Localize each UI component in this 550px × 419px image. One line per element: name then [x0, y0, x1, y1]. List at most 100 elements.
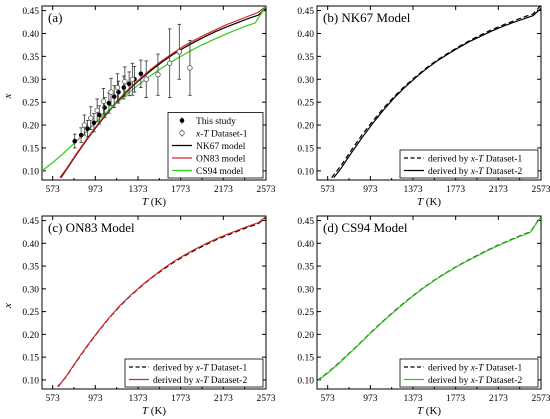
data-point-open [155, 71, 161, 78]
y-tick-label: 0.25 [22, 99, 39, 109]
data-point-open [143, 76, 149, 82]
y-tick-label: 0.25 [297, 308, 314, 318]
legend-label: derived by x-T Dataset-1 [153, 363, 247, 373]
y-tick-label: 0.20 [297, 122, 314, 132]
x-tick-label: 1773 [446, 394, 465, 404]
data-point-open [129, 76, 136, 82]
data-point-filled [111, 94, 117, 99]
data-point-open [81, 122, 88, 128]
y-tick-label: 0.35 [22, 263, 39, 273]
x-tick-label: 1373 [404, 185, 423, 195]
x-tick-label: 1373 [404, 394, 423, 404]
data-point-open [176, 49, 182, 55]
data-point-filled [85, 126, 90, 132]
x-tick-label: 973 [363, 185, 378, 195]
x-tick-label: 573 [321, 394, 336, 404]
y-tick-label: 0.20 [22, 122, 39, 132]
data-point-filled [121, 85, 127, 90]
y-tick-label: 0.40 [22, 240, 39, 250]
plot-frame [316, 5, 542, 181]
x-tick-label: 1373 [129, 394, 148, 404]
plot-area [57, 216, 266, 388]
legend-label: This study [196, 117, 236, 127]
legend-label: ON83 model [196, 154, 246, 164]
legend-label: derived by x-T Dataset-1 [428, 154, 522, 164]
y-tick-label: 0.40 [297, 240, 314, 250]
panel-title: (c) ON83 Model [48, 220, 135, 235]
data-point-open [187, 65, 193, 71]
x-tick-label: 2573 [257, 394, 276, 404]
y-tick-label: 0.15 [22, 354, 39, 364]
y-tick-label: 0.10 [22, 167, 39, 177]
plot-frame [41, 5, 267, 181]
legend-label: CS94 model [196, 167, 244, 177]
y-tick-label: 0.25 [22, 308, 39, 318]
series-line-0 [331, 6, 541, 179]
data-point-filled [116, 89, 121, 95]
x-tick-label: 973 [88, 185, 103, 195]
x-tick-label: 1373 [129, 185, 148, 195]
y-tick-label: 0.30 [297, 76, 314, 86]
data-point-filled [78, 132, 84, 138]
x-tick-label: 1773 [446, 185, 465, 195]
data-point-open [122, 78, 128, 85]
x-tick-label: 573 [46, 185, 61, 195]
legend-label: x-T Dataset-1 [195, 129, 248, 139]
data-point-filled [102, 105, 107, 110]
legend-label: derived by x-T Dataset-2 [153, 376, 247, 386]
y-axis-label: x [2, 303, 14, 309]
legend-box [399, 358, 539, 388]
panel-title: (b) NK67 Model [323, 10, 411, 25]
data-point-open [108, 89, 114, 95]
series-line-2 [42, 6, 266, 172]
x-axis-label: T (K) [142, 405, 166, 417]
plot-area [317, 216, 541, 382]
x-tick-label: 1773 [171, 185, 190, 195]
series-line-1 [57, 216, 266, 388]
legend-label: NK67 model [196, 142, 246, 152]
data-point-filled [106, 100, 112, 106]
series-line-1 [59, 6, 266, 179]
y-axis-label: x [2, 93, 14, 99]
y-tick-label: 0.35 [297, 53, 314, 63]
y-tick-label: 0.35 [22, 53, 39, 63]
y-tick-label: 0.45 [297, 7, 314, 17]
y-tick-label: 0.45 [297, 217, 314, 227]
x-tick-label: 973 [88, 394, 103, 404]
legend-label: derived by x-T Dataset-2 [428, 167, 522, 177]
y-tick-label: 0.15 [297, 354, 314, 364]
panel-title: (d) CS94 Model [323, 220, 408, 235]
plot-area [331, 6, 541, 179]
x-tick-label: 1773 [171, 394, 190, 404]
y-tick-label: 0.25 [297, 99, 314, 109]
data-point-filled [138, 71, 144, 77]
x-axis-label: T (K) [142, 196, 166, 208]
legend-marker-filled [179, 118, 185, 123]
y-tick-label: 0.20 [297, 331, 314, 341]
x-tick-label: 973 [363, 394, 378, 404]
x-axis-label: T (K) [417, 405, 441, 417]
y-tick-label: 0.45 [22, 217, 39, 227]
y-tick-label: 0.20 [22, 331, 39, 341]
data-point-open [114, 84, 121, 91]
data-point-filled [72, 138, 78, 144]
plot-area [42, 6, 266, 179]
x-tick-label: 573 [46, 394, 61, 404]
x-tick-label: 2173 [489, 394, 508, 404]
series-line-1 [333, 7, 541, 179]
y-tick-label: 0.45 [22, 7, 39, 17]
x-tick-label: 2573 [532, 185, 550, 195]
x-tick-label: 2173 [214, 394, 233, 404]
y-tick-label: 0.40 [22, 30, 39, 40]
y-tick-label: 0.10 [297, 167, 314, 177]
y-tick-label: 0.30 [22, 76, 39, 86]
y-tick-label: 0.15 [297, 144, 314, 154]
y-tick-label: 0.15 [22, 144, 39, 154]
data-point-filled [91, 120, 97, 126]
panel-title: (a) [48, 10, 62, 25]
data-point-filled [96, 112, 102, 118]
y-tick-label: 0.35 [297, 263, 314, 273]
x-tick-label: 2573 [257, 185, 276, 195]
y-tick-label: 0.10 [22, 376, 39, 386]
y-tick-label: 0.30 [297, 285, 314, 295]
